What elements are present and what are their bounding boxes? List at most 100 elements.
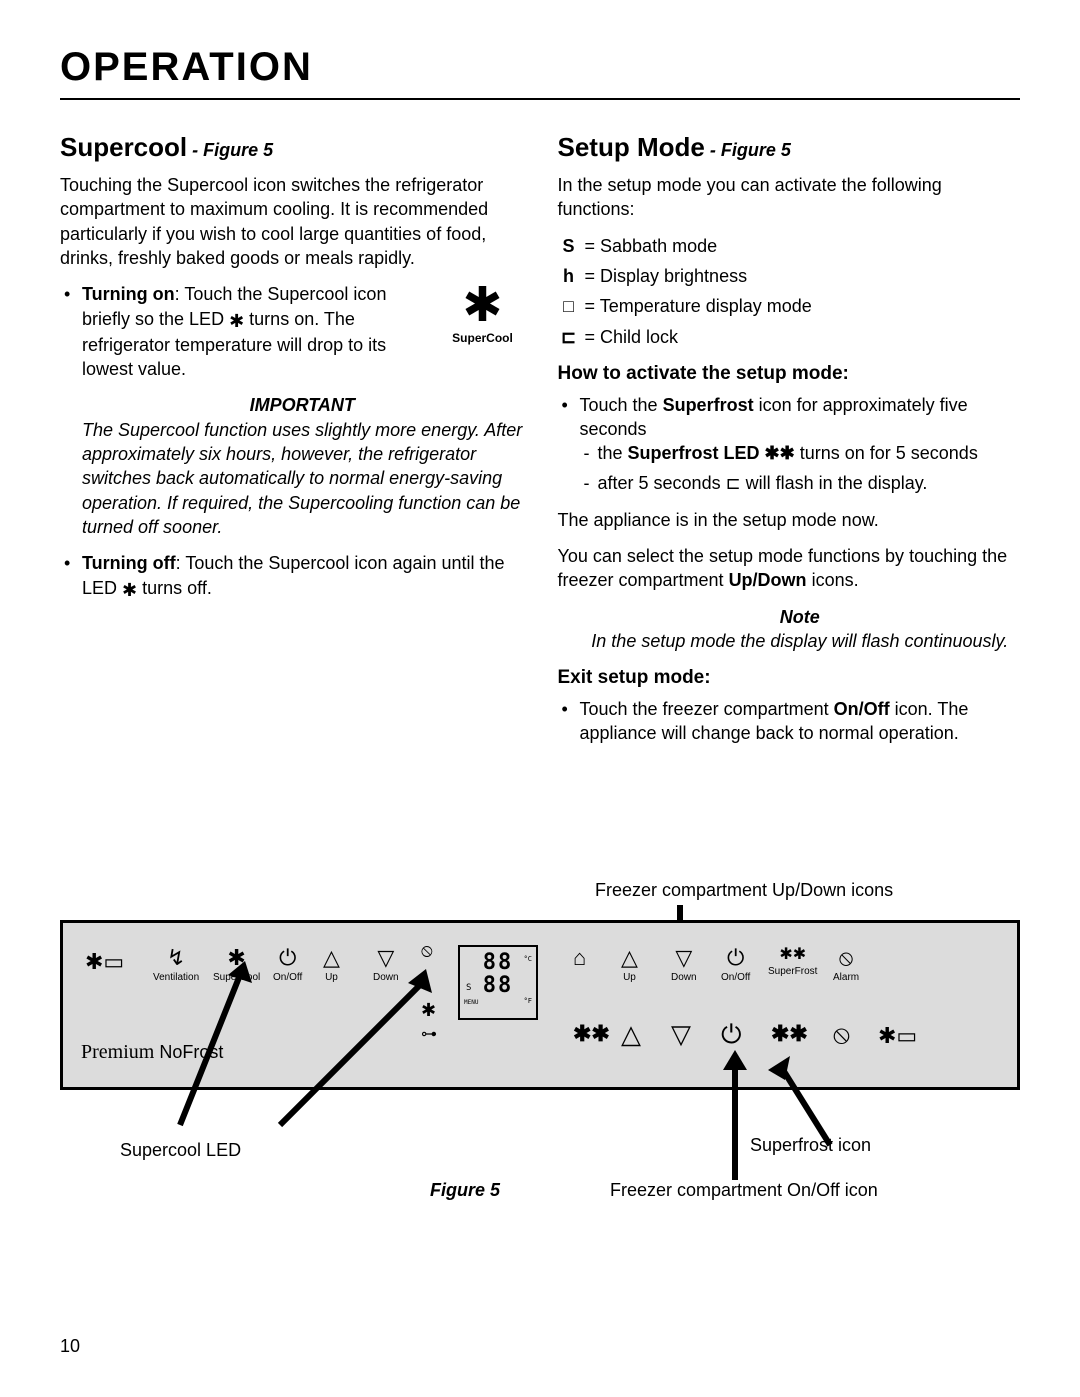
- activate-sub1: the Superfrost LED ✱✱ turns on for 5 sec…: [598, 441, 1021, 465]
- mode-brightness: h = Display brightness: [558, 264, 1021, 288]
- alarm-icon: ⦸: [833, 1021, 850, 1047]
- temperature-display: 88 °C S 88 °F MENU: [458, 945, 538, 1020]
- snowflake-inline-icon: ✱: [229, 309, 244, 333]
- callout-superfrost-icon: Superfrost icon: [750, 1135, 871, 1156]
- tempdisplay-icon: □: [558, 294, 580, 318]
- brightness-icon: h: [558, 264, 580, 288]
- display-menu: MENU: [464, 999, 478, 1006]
- up-label: Up: [621, 972, 638, 983]
- home-icon: ⌂: [573, 947, 586, 969]
- supercool-off-item: Turning off: Touch the Supercool icon ag…: [82, 551, 523, 602]
- panel-alarm-small: ⦸: [421, 941, 433, 959]
- activate-a2: Superfrost: [663, 395, 754, 415]
- activate-b3: turns on for 5 seconds: [795, 443, 978, 463]
- up-icon: △: [621, 1021, 641, 1047]
- note-block: Note In the setup mode the display will …: [558, 605, 1021, 654]
- mode-childlock: ⊏ = Child lock: [558, 325, 1021, 349]
- setup-intro: In the setup mode you can activate the f…: [558, 173, 1021, 222]
- exit-a: Touch the freezer compartment: [580, 699, 834, 719]
- panel-up-freezer-top: △ Up: [621, 947, 638, 983]
- title-rule: [60, 98, 1020, 100]
- turning-off-b: turns off.: [137, 578, 212, 598]
- display-unit-c: °C: [524, 955, 532, 963]
- superfrost-icon: ✱✱: [768, 947, 817, 963]
- mode-sabbath: S = Sabbath mode: [558, 234, 1021, 258]
- panel-down-freezer: ▽: [671, 1021, 691, 1047]
- exit-step: Touch the freezer compartment On/Off ico…: [580, 697, 1021, 746]
- display-unit-f: °F: [524, 997, 532, 1005]
- exit-list: Touch the freezer compartment On/Off ico…: [558, 697, 1021, 746]
- important-body: The Supercool function uses slightly mor…: [82, 418, 523, 539]
- panel-alarm-bot: ⦸: [833, 1021, 850, 1047]
- select-b: Up/Down: [729, 570, 807, 590]
- note-body: In the setup mode the display will flash…: [580, 629, 1021, 653]
- snowflake-icon: ✱: [443, 282, 523, 330]
- turning-off-label: Turning off: [82, 553, 176, 573]
- callout-supercool-led: Supercool LED: [120, 1140, 241, 1161]
- setup-heading-main: Setup Mode: [558, 132, 705, 162]
- superfrost-icon: ✱✱: [771, 1023, 808, 1045]
- down-label: Down: [671, 972, 697, 983]
- panel-onoff-freezer: ⏻: [721, 1021, 742, 1047]
- battery-glyph: ✱▭: [85, 951, 124, 973]
- alarm-label: Alarm: [833, 972, 859, 983]
- premium-text: Premium: [81, 1041, 154, 1063]
- supercool-list: ✱ SuperCool Turning on: Touch the Superc…: [60, 282, 523, 381]
- panel-onoff-freezer-top: ⏻ On/Off: [721, 947, 750, 983]
- important-block: IMPORTANT The Supercool function uses sl…: [60, 393, 523, 539]
- display-digits-bottom: 88: [462, 974, 534, 997]
- alarm-icon: ⦸: [833, 947, 859, 969]
- supercool-icon-figure: ✱ SuperCool: [443, 282, 523, 346]
- double-snowflake-icon: ✱✱: [765, 443, 795, 463]
- supercool-heading: Supercool - Figure 5: [60, 130, 523, 165]
- supercool-heading-main: Supercool: [60, 132, 187, 162]
- columns: Supercool - Figure 5 Touching the Superc…: [60, 130, 1020, 757]
- supercool-icon-label: SuperCool: [443, 330, 523, 346]
- activate-b1: the: [598, 443, 628, 463]
- display-s: S: [466, 983, 471, 993]
- childlock-label: = Child lock: [580, 327, 679, 347]
- up-icon: △: [621, 947, 638, 969]
- alarm-small-icon: ⦸: [421, 941, 433, 959]
- snowflake-inline-icon: ✱: [122, 578, 137, 602]
- panel-battery-bot: ✱▭: [878, 1025, 917, 1047]
- activate-heading: How to activate the setup mode:: [558, 361, 1021, 387]
- exit-heading: Exit setup mode:: [558, 665, 1021, 691]
- activate-list: Touch the Superfrost icon for approximat…: [558, 393, 1021, 496]
- activate-a1: Touch the: [580, 395, 663, 415]
- power-icon: ⏻: [721, 1021, 742, 1047]
- down-icon: ▽: [671, 1021, 691, 1047]
- setup-heading-sub: - Figure 5: [705, 140, 791, 160]
- childlock-icon: ⊏: [558, 325, 580, 349]
- panel-alarm-top: ⌂: [573, 947, 586, 969]
- panel-alarm-label: ⦸ Alarm: [833, 947, 859, 983]
- right-column: Setup Mode - Figure 5 In the setup mode …: [558, 130, 1021, 757]
- brightness-label: = Display brightness: [580, 266, 748, 286]
- callout-updown: Freezer compartment Up/Down icons: [595, 880, 893, 901]
- panel-battery-icon: ✱▭: [85, 951, 124, 973]
- panel-up-freezer: △: [621, 1021, 641, 1047]
- activate-sublist: the Superfrost LED ✱✱ turns on for 5 sec…: [580, 441, 1021, 496]
- sabbath-label: = Sabbath mode: [580, 236, 718, 256]
- callout-onoff-icon: Freezer compartment On/Off icon: [610, 1180, 878, 1201]
- battery-icon: ✱▭: [878, 1025, 917, 1047]
- activate-b2: Superfrost LED: [628, 443, 765, 463]
- sabbath-icon: S: [558, 234, 580, 258]
- arrow-onoff: [720, 1050, 750, 1180]
- mode-tempdisplay: □ = Temperature display mode: [558, 294, 1021, 318]
- turning-on-label: Turning on: [82, 284, 175, 304]
- supercool-intro: Touching the Supercool icon switches the…: [60, 173, 523, 270]
- note-title: Note: [580, 605, 1021, 629]
- page-title: Operation: [60, 45, 1020, 90]
- down-icon: ▽: [671, 947, 697, 969]
- supercool-on-item: ✱ SuperCool Turning on: Touch the Superc…: [82, 282, 523, 381]
- double-snowflake-icon: ✱✱: [573, 1023, 610, 1045]
- panel-doublestar: ✱✱: [573, 1023, 610, 1045]
- power-icon: ⏻: [721, 947, 750, 969]
- onoff-label: On/Off: [721, 972, 750, 983]
- select-funcs: You can select the setup mode functions …: [558, 544, 1021, 593]
- setup-heading: Setup Mode - Figure 5: [558, 130, 1021, 165]
- tempdisplay-label: = Temperature display mode: [580, 296, 812, 316]
- superfrost-label: SuperFrost: [768, 966, 817, 977]
- activate-sub2: after 5 seconds ⊏ will flash in the disp…: [598, 471, 1021, 495]
